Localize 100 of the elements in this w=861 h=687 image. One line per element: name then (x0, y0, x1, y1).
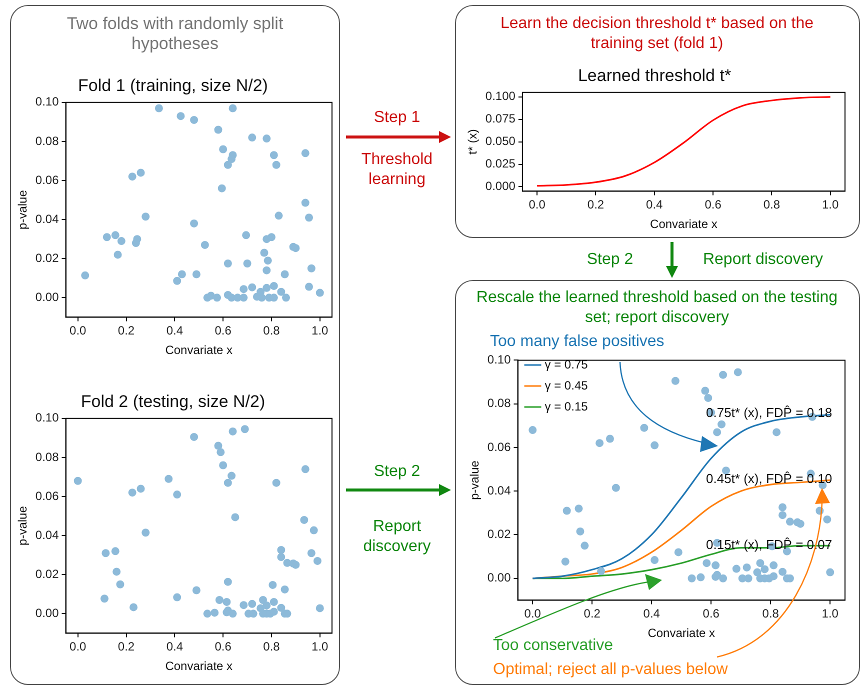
y-tick-label: 0.02 (35, 250, 60, 265)
point (224, 578, 232, 586)
y-tick-label: 0.06 (35, 488, 60, 503)
point (192, 586, 200, 594)
point (772, 428, 781, 436)
text: Learn the decision threshold t* based on the training set (fold 1) (499, 14, 815, 54)
point (712, 561, 720, 570)
point (270, 598, 278, 606)
point (597, 567, 606, 576)
y-tick-label: 0.000 (485, 179, 516, 194)
x-tick-label: 1.0 (822, 198, 839, 212)
point (268, 580, 277, 589)
y-axis-title: p-value (16, 190, 30, 230)
y-tick-label: 0.00 (35, 606, 60, 620)
point (224, 478, 232, 487)
x-tick-label: 0.4 (646, 198, 664, 212)
point (307, 549, 316, 558)
point (102, 549, 110, 558)
y-tick-label: 0.02 (487, 527, 512, 542)
point (760, 565, 769, 574)
point (770, 572, 778, 580)
text: Report discovery (702, 250, 824, 270)
point (688, 574, 696, 582)
point (562, 506, 571, 515)
x-tick-label: 0.4 (166, 640, 184, 654)
y-tick-label: 0.00 (35, 290, 60, 304)
y-tick-label: 0.050 (485, 134, 516, 148)
x-tick-label: 0.6 (214, 324, 232, 338)
x-tick-label: 0.8 (263, 324, 280, 338)
x-tick-label: 1.0 (822, 606, 839, 621)
x-axis-title: Convariate x (165, 659, 233, 674)
point (214, 442, 222, 450)
y-tick-label: 0.10 (487, 352, 512, 367)
point (576, 527, 584, 536)
point (240, 425, 249, 434)
point (228, 472, 236, 480)
y-tick-label: 0.06 (487, 440, 512, 454)
point (259, 596, 268, 604)
x-tick-label: 0.4 (166, 324, 184, 338)
point (203, 610, 212, 618)
text: Step 2 (372, 462, 422, 482)
x-tick-label: 0.6 (704, 198, 722, 212)
point (778, 503, 787, 512)
text: Too conservative (493, 637, 614, 654)
y-tick-label: 0.04 (487, 483, 512, 498)
y-tick-label: 0.08 (487, 396, 512, 410)
point (216, 448, 225, 456)
point (696, 573, 705, 582)
point (778, 568, 787, 576)
point (173, 490, 182, 499)
x-tick-label: 0.0 (528, 198, 546, 212)
point (671, 376, 680, 385)
point (100, 594, 108, 603)
point (744, 574, 752, 582)
y-tick-label: 0.00 (487, 570, 512, 585)
point (248, 600, 256, 608)
y-tick-label: 0.075 (485, 112, 516, 126)
text: Threshold learning (360, 150, 434, 190)
point (116, 580, 124, 588)
point (280, 585, 289, 594)
point (277, 553, 286, 562)
chart-title: Learned threshold t* (578, 66, 732, 85)
legend-label: γ = 0.45 (544, 378, 588, 392)
text: Report discovery (362, 517, 432, 557)
point (310, 526, 318, 534)
point (240, 601, 248, 610)
x-axis-title: Convariate x (165, 343, 233, 358)
x-tick-label: 1.0 (312, 324, 329, 338)
y-axis-title: t* (x) (466, 129, 480, 154)
chart-title: Fold 1 (training, size N/2) (78, 76, 268, 95)
x-tick-label: 0.6 (702, 606, 720, 621)
point (640, 424, 648, 432)
point (74, 476, 82, 485)
y-tick-label: 0.08 (35, 450, 60, 464)
point (215, 596, 224, 604)
point (704, 394, 712, 402)
point (796, 520, 804, 528)
y-tick-label: 0.10 (35, 410, 60, 425)
point (786, 518, 794, 526)
text: Step 1 (372, 108, 422, 128)
point (142, 528, 150, 537)
y-axis-title: p-value (16, 506, 30, 546)
point (719, 574, 728, 582)
point (718, 420, 726, 428)
x-axis-title: Convariate x (650, 217, 718, 232)
chart-title: Rescale the learned threshold based on the testing set; report discovery (475, 288, 839, 328)
x-tick-label: 0.8 (763, 198, 780, 212)
y-tick-label: 0.06 (35, 172, 60, 187)
point (270, 608, 278, 616)
point (272, 478, 280, 487)
point (713, 428, 722, 436)
y-axis-title: p-value (468, 460, 482, 500)
point (228, 427, 237, 436)
point (219, 461, 228, 470)
point (130, 603, 138, 612)
chart-title: Fold 2 (testing, size N/2) (80, 392, 266, 411)
point (277, 604, 286, 612)
point (574, 504, 583, 513)
point (561, 558, 570, 566)
point (650, 441, 659, 450)
